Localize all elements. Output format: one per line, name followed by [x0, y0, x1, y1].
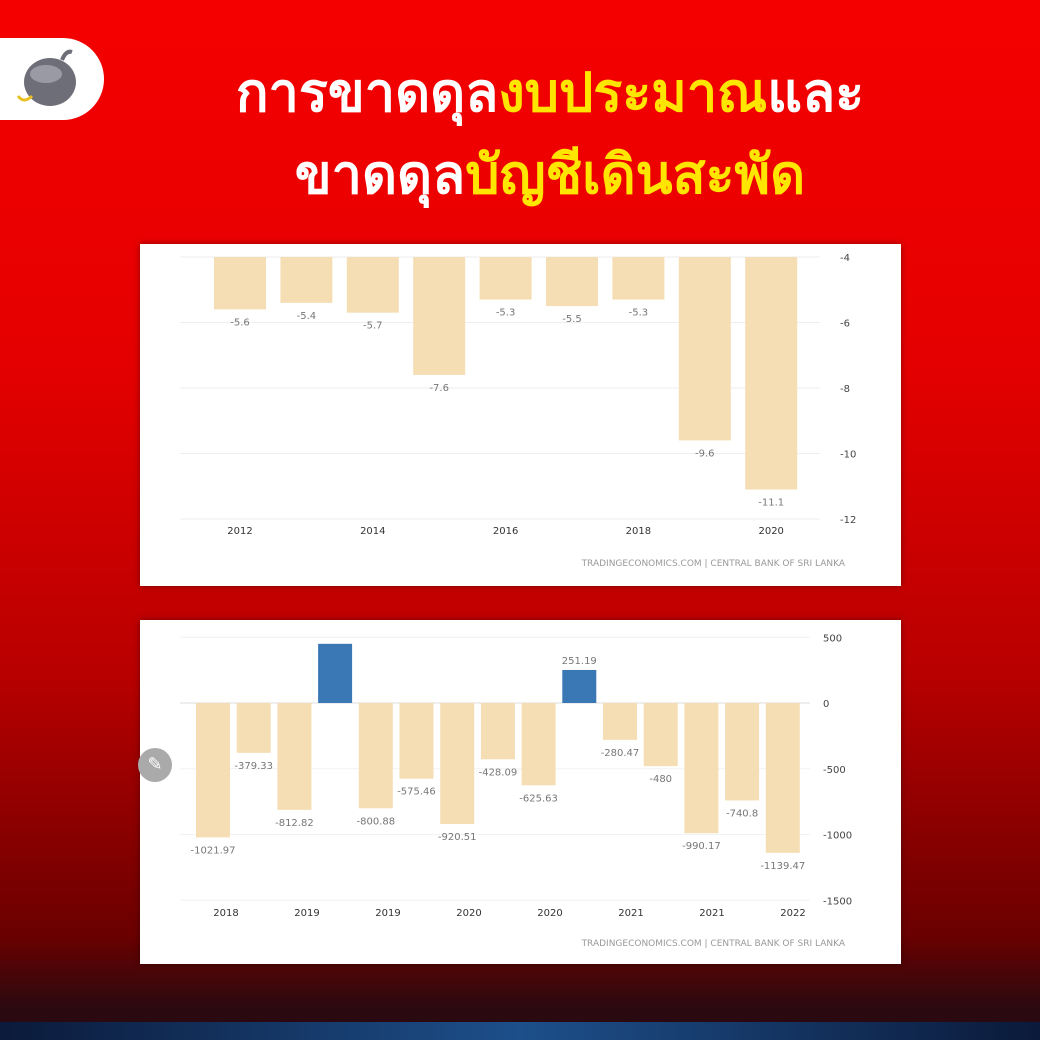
current-account-chart: 500 0 -500 -1000 -1500 -1021.97 -379.33 -812.82…	[140, 620, 901, 964]
bull-icon	[16, 49, 76, 106]
bar	[745, 257, 798, 490]
data-label: -7.6	[429, 383, 449, 394]
data-label: -1021.97	[191, 845, 236, 856]
bar	[603, 703, 637, 740]
data-label: -5.5	[562, 314, 582, 325]
title-highlight: บัญชีเดินสะพัด	[465, 143, 806, 206]
data-label: -740.8	[726, 808, 758, 819]
x-tick-label: 2012	[227, 526, 252, 537]
data-label: -5.4	[297, 311, 317, 322]
bottom-strip	[0, 1022, 1040, 1040]
title-text: ขาดดุล	[294, 143, 466, 206]
x-tick-label: 2016	[493, 526, 518, 537]
y-tick-label: -6	[840, 319, 850, 330]
data-label: -428.09	[479, 767, 518, 778]
bar	[725, 703, 760, 801]
title-text: และ	[767, 61, 865, 124]
bull-logo	[0, 38, 104, 120]
y-tick-label: -500	[823, 765, 846, 776]
title-text: การขาดดุล	[235, 61, 499, 124]
data-label: -5.3	[496, 308, 516, 319]
data-label: -625.63	[519, 793, 558, 804]
budget-deficit-chart: -4 -6 -8 -10 -12 -5.6 -5.4 -5.7 -7.6 -5.3 -5.5 -5.3…	[140, 244, 901, 586]
x-tick-label: 2021	[618, 908, 643, 919]
bar	[413, 257, 466, 375]
data-label: -5.6	[230, 317, 250, 328]
title-line-1: การขาดดุลงบประมาณและ	[120, 58, 980, 128]
bar	[214, 257, 266, 310]
data-label: -5.3	[629, 308, 649, 319]
title-highlight: งบประมาณ	[498, 61, 768, 124]
source-label: TRADINGECONOMICS.COM | CENTRAL BANK OF S…	[581, 559, 846, 569]
y-tick-label: -10	[840, 450, 856, 461]
edit-pencil-button[interactable]: ✎	[138, 748, 172, 782]
bar	[562, 669, 597, 703]
bar	[399, 703, 434, 779]
x-tick-label: 2014	[360, 526, 385, 537]
bar	[684, 703, 719, 834]
bar	[521, 703, 556, 786]
data-label: -1139.47	[760, 861, 805, 872]
source-label: TRADINGECONOMICS.COM | CENTRAL BANK OF S…	[581, 939, 846, 949]
y-tick-label: 500	[823, 633, 842, 644]
x-tick-label: 2022	[780, 908, 805, 919]
bar	[196, 703, 230, 838]
data-label: -990.17	[682, 841, 721, 852]
data-label: -800.88	[356, 816, 395, 827]
bar	[236, 703, 271, 753]
x-tick-label: 2020	[537, 908, 562, 919]
y-tick-label: -4	[840, 253, 850, 264]
bar	[358, 703, 393, 809]
x-tick-label: 2018	[213, 908, 238, 919]
data-label: 251.19	[562, 656, 597, 667]
data-label: -9.6	[695, 448, 715, 459]
x-tick-label: 2020	[758, 526, 783, 537]
bar	[643, 703, 678, 767]
bar	[318, 643, 353, 703]
data-label: -480	[649, 774, 672, 785]
bar	[346, 257, 399, 313]
data-label: -379.33	[234, 761, 273, 772]
bar	[440, 703, 475, 825]
bar	[678, 257, 731, 441]
bar	[277, 703, 312, 810]
bar	[480, 703, 515, 760]
data-label: -812.82	[275, 818, 314, 829]
y-tick-label: -8	[840, 384, 850, 395]
data-label: -920.51	[438, 832, 477, 843]
data-label: -575.46	[397, 787, 436, 798]
bar	[280, 257, 333, 303]
y-tick-label: 0	[823, 699, 829, 710]
bar	[479, 257, 532, 300]
x-tick-label: 2019	[375, 908, 400, 919]
bar	[612, 257, 665, 300]
y-tick-label: -1000	[823, 831, 852, 842]
data-label: -280.47	[601, 748, 640, 759]
x-tick-label: 2019	[294, 908, 319, 919]
x-tick-label: 2021	[699, 908, 724, 919]
y-tick-label: -1500	[823, 896, 852, 907]
bar	[546, 257, 598, 307]
data-label: -5.7	[363, 321, 383, 332]
data-label: -11.1	[758, 498, 784, 509]
y-tick-label: -12	[840, 515, 856, 526]
x-tick-label: 2020	[456, 908, 481, 919]
x-tick-label: 2018	[626, 526, 651, 537]
bar	[765, 703, 800, 853]
title-line-2: ขาดดุลบัญชีเดินสะพัด	[120, 140, 980, 210]
